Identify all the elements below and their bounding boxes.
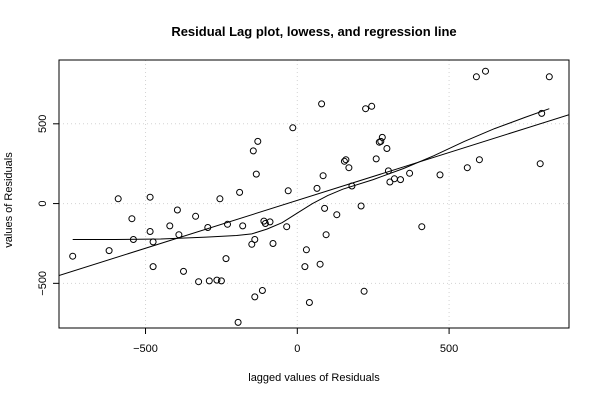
scatter-point [129,236,137,243]
axes: −500 0 500 −500 0 500 [37,115,458,355]
scatter-point [482,67,489,75]
scatter-point [397,176,404,184]
x-tick-label: 0 [294,343,300,355]
scatter-point [205,277,213,285]
scatter-point [333,211,341,219]
scatter-point [213,276,221,284]
scatter-point [105,247,113,255]
scatter-point [384,167,392,175]
scatter-point [436,171,444,179]
scatter-point [536,160,544,168]
scatter-point [342,156,350,164]
scatter-point [166,222,174,230]
x-tick-label: −500 [133,343,158,355]
scatter-point [254,137,262,145]
grid [59,60,569,328]
scatter-point [345,164,353,172]
scatter-point [222,255,230,263]
scatter-point [236,188,244,196]
x-axis-label: lagged values of Residuals [248,372,380,384]
lowess-curve [72,108,550,240]
x-tick-label: 500 [440,343,458,355]
scatter-point [128,215,136,223]
plot-frame [58,59,570,329]
y-tick-label: 0 [37,201,49,207]
scatter-point [224,220,231,228]
scatter-point [217,277,225,285]
scatter-point [538,109,546,117]
y-tick-label: −500 [37,271,49,296]
scatter-point [318,100,326,108]
scatter-point [192,212,200,220]
scatter-point [348,182,356,190]
scatter-point [319,172,327,180]
scatter-point [269,240,277,247]
scatter-point [249,147,257,155]
regression-line [59,114,569,276]
scatter-point [472,73,480,81]
y-axis-label: values of Residuals [3,152,15,248]
scatter-point [418,223,426,231]
scatter-point [357,202,365,210]
scatter-points [69,67,553,326]
scatter-point [204,224,212,231]
scatter-point [251,236,259,243]
scatter-point [386,178,394,186]
scatter-point [305,299,313,306]
scatter-point [283,223,291,231]
chart-title: Residual Lag plot, lowess, and regressio… [171,24,456,39]
scatter-point [321,204,329,212]
scatter-point [175,231,183,239]
scatter-point [146,228,154,235]
y-tick-label: 500 [37,115,49,133]
scatter-point [360,287,368,295]
scatter-point [216,195,224,203]
scatter-point [475,156,483,164]
scatter-point [239,222,247,230]
scatter-point [149,238,157,246]
scatter-point [195,278,203,286]
scatter-point [362,105,370,113]
scatter-point [234,318,242,326]
scatter-point [368,102,376,110]
scatter-point [378,133,386,141]
scatter-point [251,293,259,301]
scatter-point [284,187,292,195]
scatter-point [301,263,309,271]
scatter-point [289,124,297,132]
scatter-point [313,184,321,192]
fit-lines [59,108,569,276]
scatter-point [322,231,330,239]
scatter-point [383,145,391,152]
scatter-point [406,169,414,177]
scatter-point [545,73,553,81]
scatter-point [377,137,385,145]
scatter-point [316,260,324,268]
scatter-point [252,170,260,178]
scatter-point [302,246,310,254]
scatter-point [69,252,77,260]
scatter-point [258,287,266,294]
scatter-point [173,206,181,214]
scatter-point [114,195,122,203]
scatter-point [340,157,348,165]
scatter-point [180,267,187,275]
scatter-point [146,193,154,201]
scatter-point [266,218,274,226]
scatter-point [261,220,269,227]
scatter-point [149,263,157,271]
scatter-point [372,155,380,163]
scatter-point [390,175,398,183]
scatter-point [463,164,471,172]
